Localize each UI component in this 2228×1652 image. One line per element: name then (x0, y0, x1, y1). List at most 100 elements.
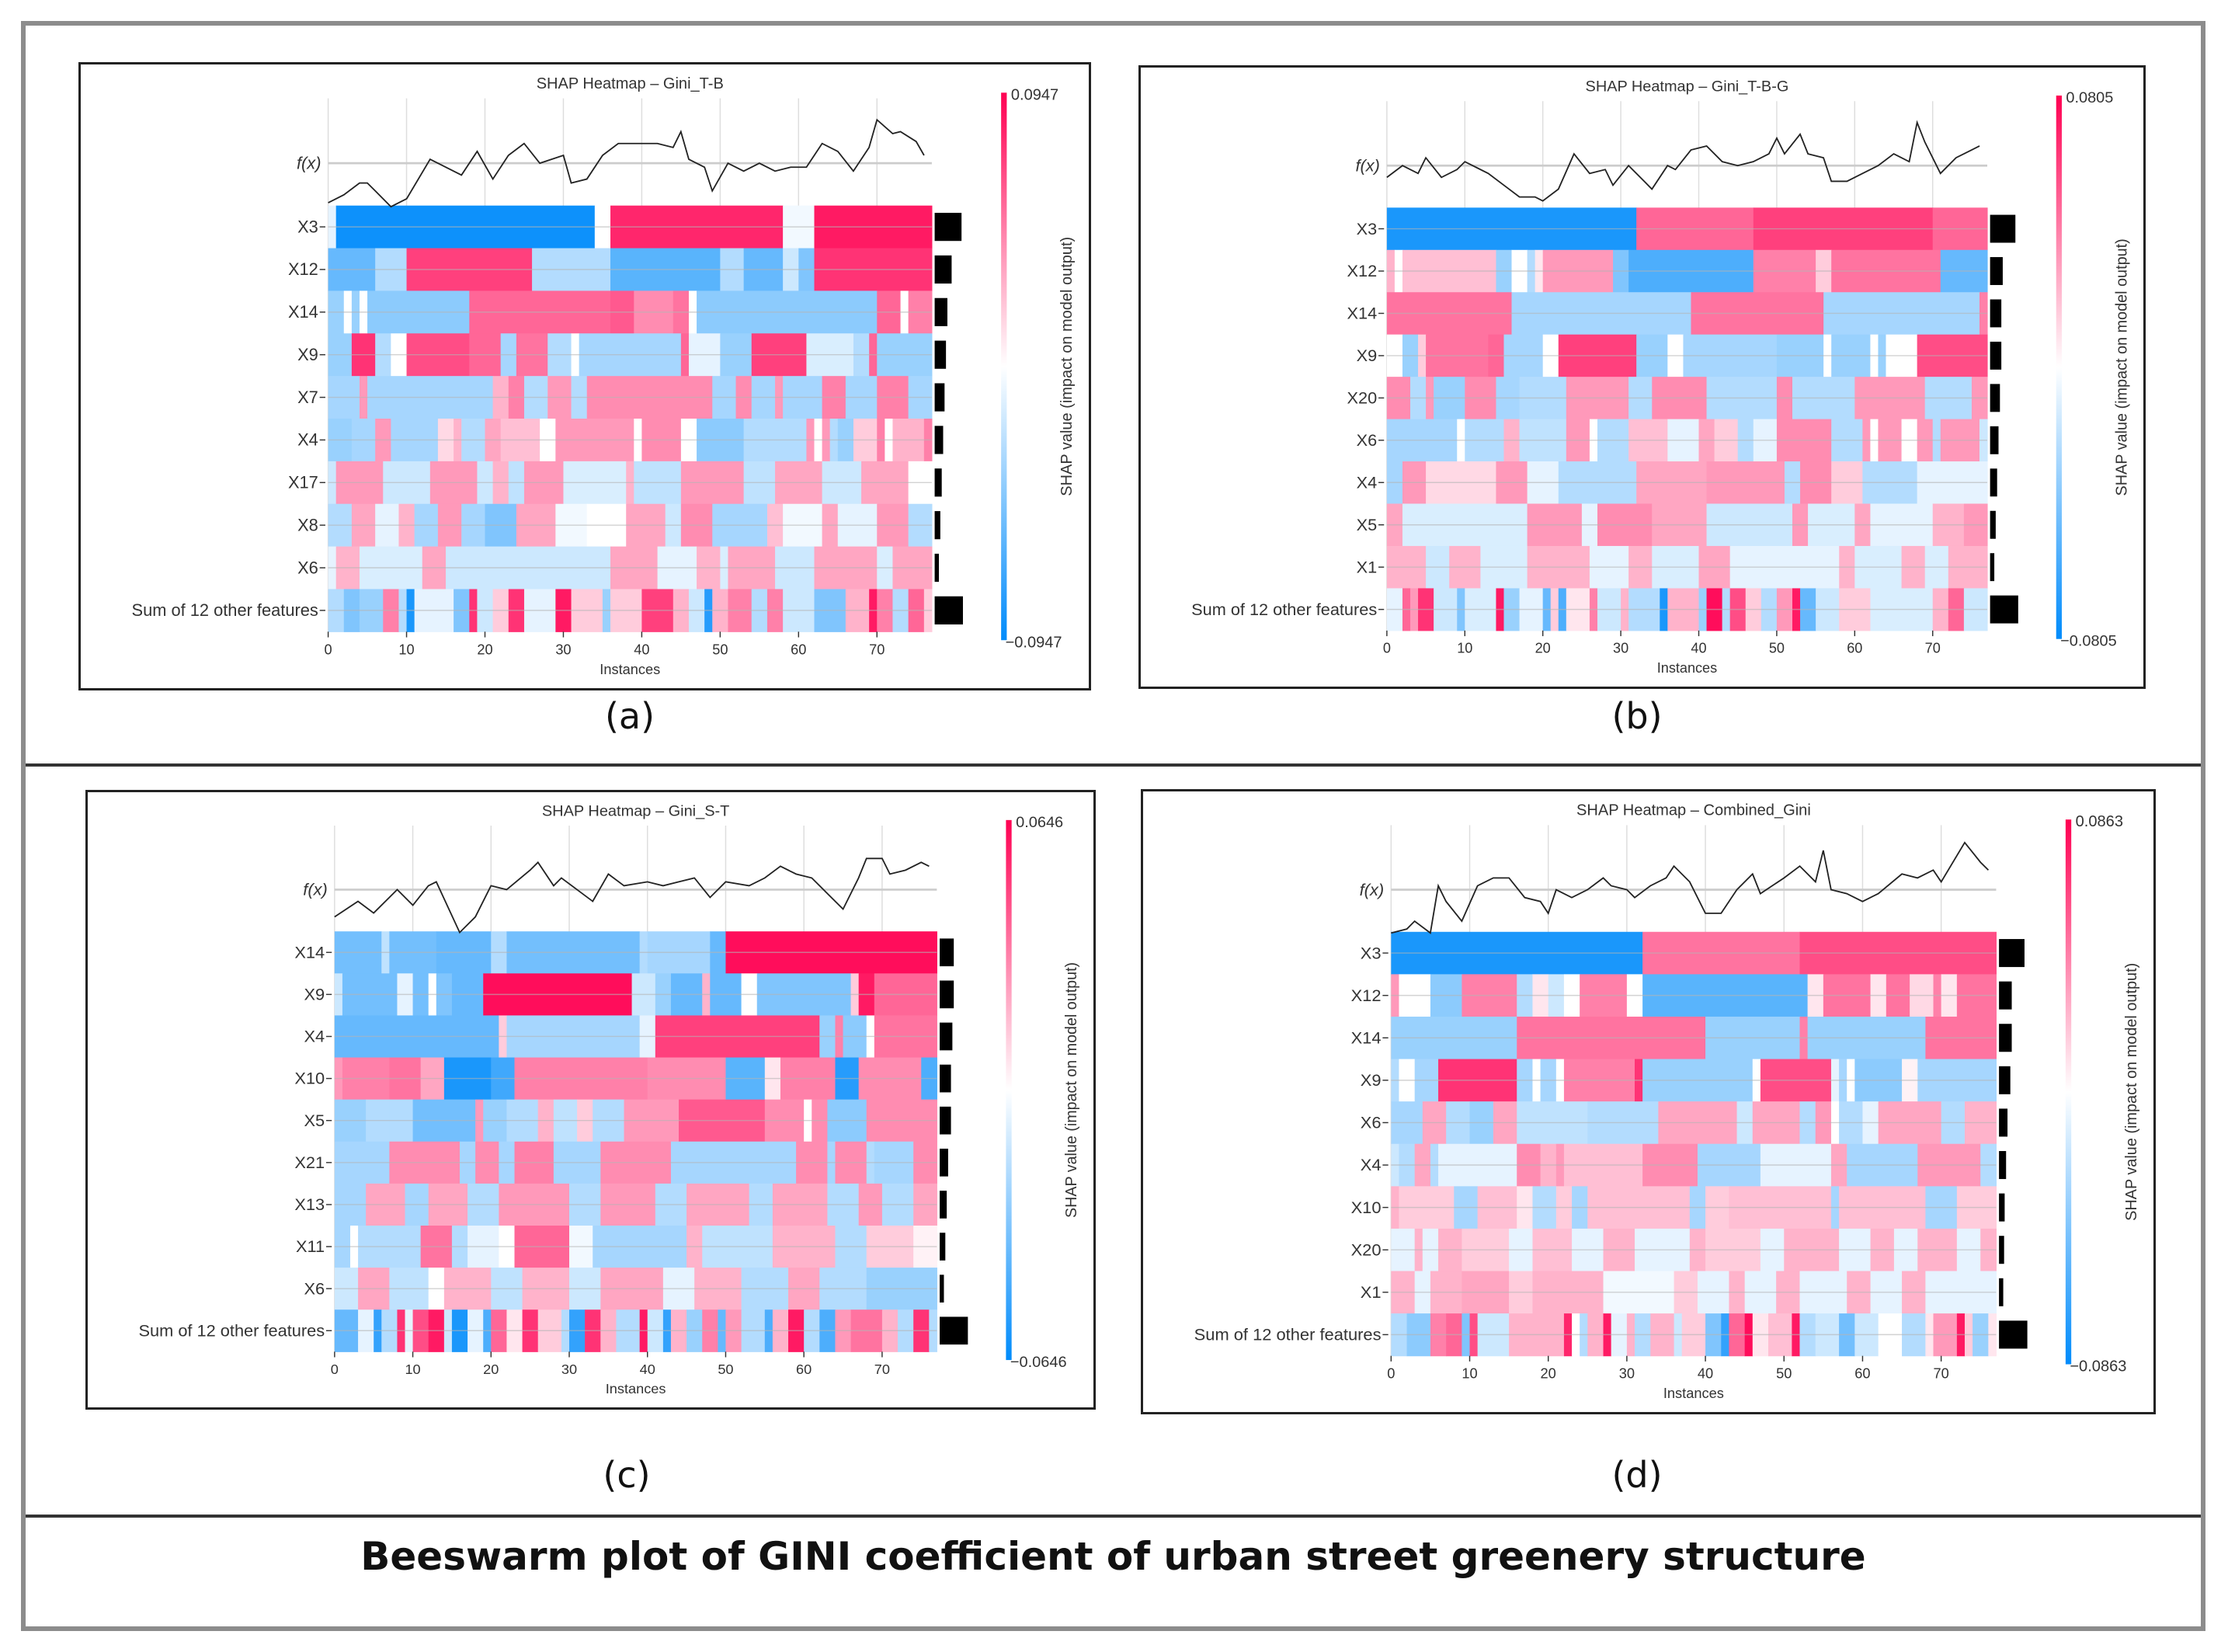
importance-bar (1999, 939, 2025, 968)
feature-label: X8 (297, 515, 318, 534)
feature-label: X4 (304, 1027, 325, 1046)
feature-label: X3 (1357, 219, 1378, 238)
x-tick-label: 70 (874, 1362, 890, 1377)
feature-label: X4 (297, 430, 318, 450)
colorbar-axis-label: SHAP value (impact on model output) (1058, 237, 1076, 496)
importance-bar (1999, 1278, 2004, 1306)
importance-bar (934, 340, 947, 369)
importance-bar (1999, 1024, 2012, 1052)
feature-label: X20 (1347, 388, 1378, 408)
heatmap-svg: SHAP Heatmap – Combined_Ginif(x)X3X12X14… (1194, 802, 2140, 1401)
feature-label: X14 (294, 943, 325, 962)
panel-label-d: (d) (1611, 1454, 1663, 1496)
fx-line (328, 118, 925, 208)
importance-bar (940, 1106, 951, 1135)
importance-bar (934, 511, 940, 540)
feature-label: X9 (1357, 346, 1378, 365)
x-tick-label: 60 (1847, 641, 1862, 656)
x-tick-label: 40 (640, 1362, 655, 1377)
fx-label: f(x) (297, 153, 322, 172)
feature-label: X6 (304, 1278, 325, 1298)
heatmap-panel-d: SHAP Heatmap – Combined_Gini f(x) X3 X12 X14… (1141, 789, 2156, 1414)
caption-divider (26, 1515, 2201, 1518)
x-tick-label: 10 (398, 642, 414, 657)
figure-frame (21, 21, 2205, 1631)
feature-label: X17 (288, 473, 318, 492)
feature-label: X3 (297, 217, 318, 236)
heatmap-svg: SHAP Heatmap – Gini_T-B-G f(x) X3 X12 X14 X9 X… (1191, 78, 2130, 676)
colorbar-max-label: 0.0646 (1016, 814, 1063, 831)
colorbar (1001, 92, 1007, 641)
fx-line (1386, 120, 1980, 202)
importance-bar (934, 383, 945, 412)
importance-bar (940, 1022, 953, 1051)
importance-bar (1990, 468, 1997, 497)
colorbar-max-label: 0.0863 (2076, 813, 2123, 830)
importance-bar (1990, 553, 1995, 582)
importance-bar (1990, 426, 1999, 454)
feature-label: X9 (304, 985, 325, 1004)
x-tick-label: 70 (869, 642, 885, 657)
feature-label: X3 (1361, 943, 1382, 962)
x-tick-label: 50 (712, 642, 728, 657)
x-tick-label: 50 (1776, 1366, 1792, 1382)
feature-label: Sum of 12 other features (1194, 1325, 1382, 1344)
x-tick-label: 70 (1933, 1366, 1948, 1382)
importance-bar (934, 426, 944, 454)
colorbar-axis-label: SHAP value (impact on model output) (1063, 962, 1080, 1218)
importance-bar (1990, 595, 2018, 624)
feature-label: X7 (297, 388, 318, 407)
feature-label: X5 (304, 1111, 325, 1130)
x-tick-label: 60 (796, 1362, 812, 1377)
x-tick-label: 50 (1769, 641, 1785, 656)
importance-bar (1999, 1236, 2004, 1264)
importance-bar (940, 938, 954, 967)
feature-label: X20 (1351, 1240, 1382, 1260)
x-tick-label: 20 (1541, 1366, 1556, 1382)
x-axis-label: Instances (1657, 660, 1717, 676)
importance-bar (1999, 1193, 2005, 1222)
x-tick-label: 20 (1535, 641, 1551, 656)
importance-bar (940, 1275, 944, 1303)
importance-bar (934, 297, 947, 326)
importance-bar (940, 1233, 946, 1261)
chart-title: SHAP Heatmap – Gini_T-B (537, 75, 724, 92)
heatmap-svg: SHAP Heatmap – Gini_T-B f(x) X3 X12 X14 X9 X7 X… (132, 75, 1076, 677)
heatmap-panel-a: SHAP Heatmap – Gini_T-B f(x) X3 X12 X14 X9 X7 X… (78, 62, 1091, 690)
x-tick-label: 40 (1691, 641, 1706, 656)
importance-bar (1999, 981, 2012, 1010)
chart-title: SHAP Heatmap – Gini_T-B-G (1586, 78, 1789, 96)
fx-label: f(x) (303, 880, 327, 899)
feature-label: X10 (1351, 1198, 1382, 1217)
panel-label-a: (a) (604, 695, 655, 737)
colorbar-min-label: −0.0863 (2070, 1358, 2126, 1376)
importance-bar (1990, 384, 2000, 412)
importance-bar (1990, 299, 2002, 328)
importance-bar (1999, 1320, 2028, 1349)
feature-label: X21 (294, 1153, 325, 1172)
x-tick-label: 30 (1619, 1366, 1635, 1382)
x-tick-label: 30 (1613, 641, 1628, 656)
fx-line (334, 857, 930, 934)
feature-label: X5 (1357, 515, 1378, 534)
colorbar (2056, 96, 2062, 639)
feature-label: X4 (1361, 1155, 1382, 1174)
heatmap-svg: SHAP Heatmap – Gini_S-T f(x) X14 X9 X4 X10 X5 X… (139, 803, 1081, 1396)
feature-label: Sum of 12 other features (139, 1321, 325, 1341)
feature-label: X6 (297, 558, 318, 577)
x-tick-label: 60 (791, 642, 806, 657)
fx-label: f(x) (1360, 880, 1385, 899)
feature-label: X13 (294, 1195, 325, 1214)
x-axis-label: Instances (606, 1381, 666, 1396)
x-tick-label: 60 (1854, 1366, 1870, 1382)
x-tick-label: 0 (325, 642, 332, 657)
importance-bar (1990, 257, 2003, 285)
feature-label: Sum of 12 other features (1191, 600, 1377, 619)
importance-bar (1999, 1108, 2008, 1137)
colorbar-min-label: −0.0646 (1010, 1354, 1067, 1371)
x-axis-label: Instances (1663, 1386, 1724, 1401)
feature-label: X10 (294, 1069, 325, 1088)
heatmap-panel-c: SHAP Heatmap – Gini_S-T f(x) X14 X9 X4 X10 X5 X… (85, 790, 1096, 1410)
importance-bar (1999, 1151, 2007, 1180)
colorbar-max-label: 0.0947 (1011, 86, 1058, 103)
